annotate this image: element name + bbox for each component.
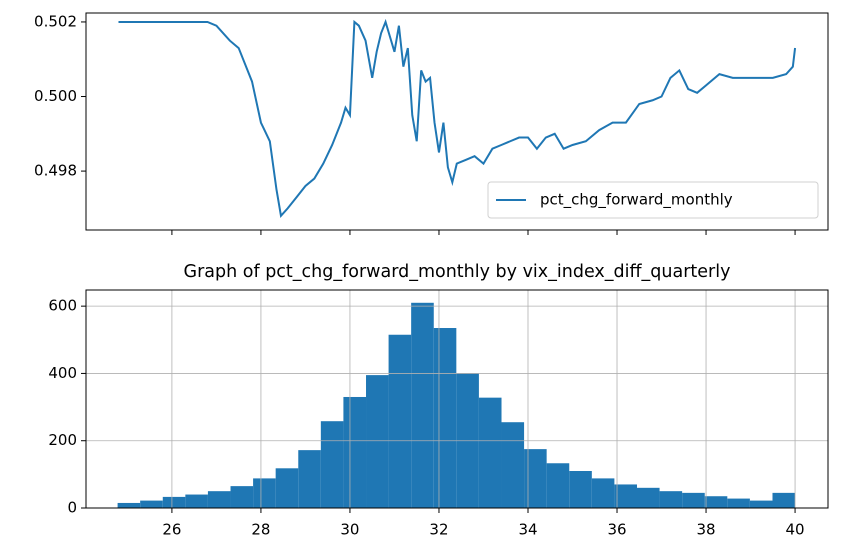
bar [637, 487, 660, 508]
plot-frame [85, 12, 829, 231]
x-tick-label: 32 [429, 521, 448, 539]
bar [185, 494, 208, 508]
y-tick-label: 0.502 [34, 12, 77, 30]
y-tick-label: 200 [48, 431, 77, 449]
bar [275, 468, 299, 508]
bar [140, 500, 163, 508]
bar [478, 397, 502, 508]
y-tick-label: 0 [67, 499, 77, 517]
bar [253, 478, 276, 508]
bar [546, 463, 570, 508]
bar [591, 478, 615, 508]
bar [727, 498, 750, 508]
bar [704, 496, 728, 508]
y-tick-label: 400 [48, 364, 77, 382]
legend-label: pct_chg_forward_monthly [540, 191, 733, 210]
x-tick-label: 34 [518, 521, 537, 539]
bar [117, 502, 141, 508]
bar [749, 500, 773, 508]
bar [366, 375, 389, 508]
bar [162, 496, 186, 508]
bar [230, 486, 254, 508]
plot-frame [85, 289, 829, 509]
bar [433, 328, 457, 508]
bar [411, 302, 434, 508]
bar [320, 421, 344, 508]
x-tick-label: 38 [696, 521, 715, 539]
bar [682, 492, 705, 508]
y-tick-label: 600 [48, 297, 77, 315]
bar [388, 334, 412, 508]
x-tick-label: 28 [251, 521, 270, 539]
x-tick-label: 36 [607, 521, 626, 539]
y-tick-label: 0.498 [34, 162, 77, 180]
bar [207, 491, 231, 508]
line-series [118, 18, 797, 219]
bar [772, 492, 796, 508]
bar [501, 422, 525, 508]
bar [659, 491, 683, 508]
x-tick-label: 30 [340, 521, 359, 539]
x-tick-label: 40 [786, 521, 805, 539]
bar [614, 484, 638, 508]
x-tick-label: 26 [162, 521, 181, 539]
bar [343, 396, 367, 508]
bar [524, 449, 547, 508]
legend-box [487, 181, 819, 219]
bar [298, 450, 321, 508]
y-tick-label: 0.500 [34, 87, 77, 105]
chart-title: Graph of pct_chg_forward_monthly by vix_… [184, 262, 731, 282]
bar [569, 470, 592, 508]
